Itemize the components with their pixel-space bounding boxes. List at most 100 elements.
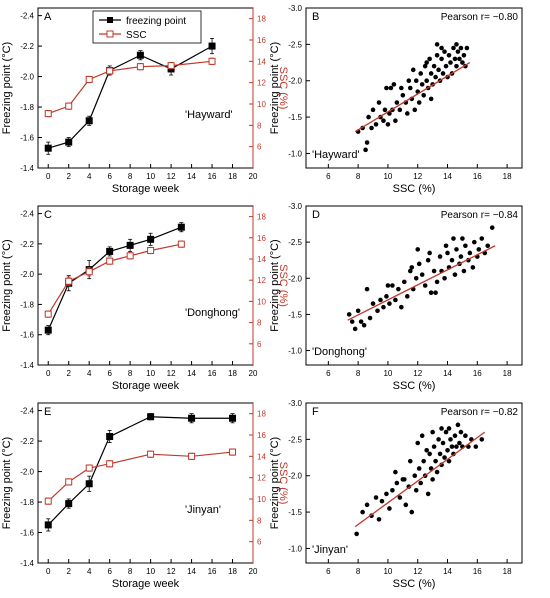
scatter-point: [454, 42, 459, 47]
scatter-point: [449, 257, 455, 263]
scatter-point: [424, 78, 429, 84]
x-tick-label: 10: [146, 369, 155, 378]
x-axis-label: SSC (%): [393, 578, 436, 590]
y-axis-label: Freezing point (°C): [1, 42, 13, 134]
cultivar-label: 'Donghong': [185, 307, 240, 319]
scatter-point: [445, 250, 450, 256]
scatter-point: [378, 297, 383, 303]
scatter-point: [463, 243, 468, 249]
y-axis-label: Freezing point (°C): [269, 239, 281, 331]
y-tick-label: -1.4: [20, 164, 34, 173]
freezing-point-marker: [44, 521, 52, 529]
ssc-marker: [85, 464, 93, 472]
y-tick-label: -1.8: [20, 103, 34, 112]
freezing-point-marker: [65, 138, 73, 146]
scatter-point: [437, 254, 443, 259]
y-tick-label: -2.5: [288, 435, 302, 444]
x-tick-label: 8: [128, 172, 133, 181]
scatter-point: [397, 495, 403, 500]
scatter-point: [415, 440, 421, 446]
panel-letter: C: [44, 209, 52, 221]
panel-letter: B: [312, 11, 319, 23]
scatter-point: [424, 447, 429, 453]
y-tick-label: -2.4: [20, 210, 34, 219]
scatter-point: [379, 498, 385, 504]
ssc-marker: [147, 450, 155, 458]
scatter-point: [452, 272, 458, 277]
x-tick-label: 8: [128, 369, 133, 378]
freezing-point-marker: [126, 241, 134, 249]
freezing-point-marker: [44, 144, 52, 152]
scatter-point: [418, 71, 424, 76]
freezing-point-marker: [177, 223, 185, 231]
x-tick-label: 18: [503, 567, 512, 576]
scatter-point: [413, 78, 419, 84]
scatter-point: [346, 312, 352, 317]
scatter-point: [436, 437, 441, 442]
scatter-point: [418, 480, 424, 486]
scatter-point: [443, 63, 449, 69]
x-tick-label: 2: [66, 567, 71, 576]
scatter-point: [442, 49, 447, 54]
y-tick-label: -3.0: [288, 4, 302, 13]
scatter-point: [458, 429, 464, 435]
scatter-point: [454, 247, 459, 252]
x-tick-label: 18: [228, 172, 237, 181]
pearson-label: Pearson r= −0.84: [441, 210, 519, 221]
y-tick-label: -2.4: [20, 12, 34, 21]
y-tick-label: -1.4: [20, 361, 34, 370]
scatter-point: [425, 257, 431, 263]
scatter-point: [407, 85, 413, 91]
x-tick-label: 8: [356, 369, 361, 378]
scatter-point: [364, 502, 370, 508]
x-tick-label: 18: [228, 369, 237, 378]
scatter-point: [393, 297, 398, 303]
scatter-point: [461, 268, 467, 274]
freezing-point-marker: [188, 414, 196, 422]
scatter-point: [391, 82, 397, 87]
scatter-point: [448, 437, 453, 442]
y2-axis-label: SSC (%): [277, 264, 289, 307]
cultivar-label: 'Jinyan': [185, 504, 221, 516]
legend-marker-freezing: [107, 17, 113, 23]
x-tick-label: 14: [187, 567, 196, 576]
scatter-point: [427, 250, 432, 256]
cultivar-label: 'Donghong': [312, 346, 367, 358]
y-tick-label: -2.0: [20, 73, 34, 82]
scatter-point: [412, 107, 418, 113]
scatter-point: [355, 308, 361, 314]
scatter-point: [485, 243, 491, 249]
scatter-point: [419, 433, 425, 439]
scatter-point: [373, 495, 379, 500]
scatter-point: [416, 466, 422, 471]
y-tick-label: -2.4: [20, 407, 34, 416]
y2-tick-label: 16: [257, 431, 266, 440]
scatter-point: [367, 315, 373, 321]
scatter-point: [407, 458, 413, 464]
scatter-point: [360, 509, 365, 515]
freezing-point-marker: [65, 500, 73, 508]
scatter-point: [439, 56, 444, 62]
scatter-point: [369, 125, 374, 131]
y-tick-label: -1.5: [288, 113, 302, 122]
scatter-point: [394, 480, 400, 486]
scatter-point: [381, 304, 386, 310]
scatter-point: [394, 100, 400, 105]
freezing-point-line: [48, 45, 213, 149]
y-tick-label: -2.2: [20, 42, 34, 51]
scatter-point: [363, 147, 368, 153]
ssc-marker: [208, 57, 216, 65]
x-tick-label: 16: [208, 172, 217, 181]
ssc-marker: [136, 63, 144, 71]
x-tick-label: 10: [146, 567, 155, 576]
regression-line: [354, 431, 486, 528]
y2-tick-label: 8: [257, 319, 262, 328]
scatter-point: [409, 265, 415, 270]
scatter-point: [413, 275, 419, 281]
freezing-point-marker: [147, 413, 155, 421]
scatter-point: [479, 236, 485, 241]
scatter-point: [467, 250, 473, 256]
scatter-point: [434, 279, 440, 285]
